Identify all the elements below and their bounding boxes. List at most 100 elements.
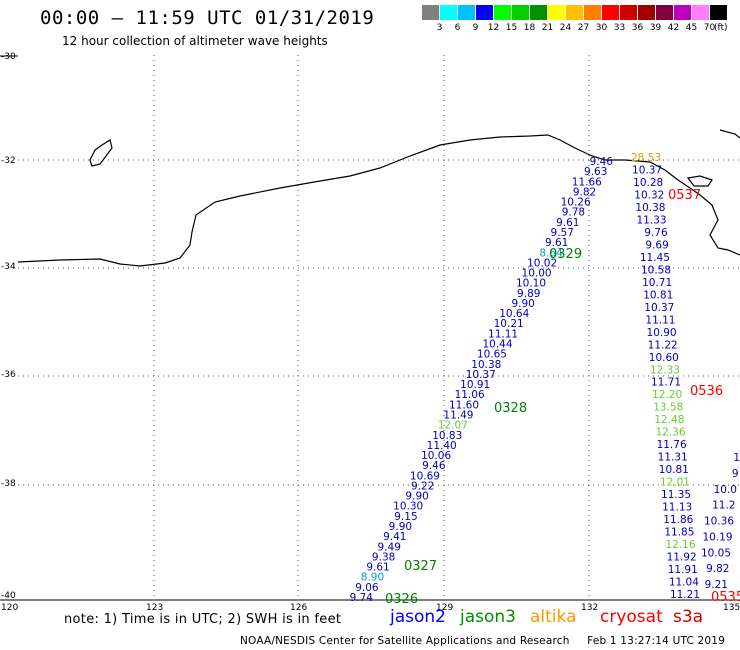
swh-value: 11.11 xyxy=(645,314,675,326)
legend-label: 21 xyxy=(541,23,554,33)
legend-label: 30 xyxy=(595,23,608,33)
swh-value: 11.21 xyxy=(670,589,700,601)
swh-value: 9.82 xyxy=(573,186,596,198)
swh-value: 28.53 xyxy=(631,152,661,164)
legend-label: 36 xyxy=(631,23,644,33)
swh-value: 12.07 xyxy=(438,420,468,432)
legend-label: 12 xyxy=(487,23,500,33)
swh-value: 11.11 xyxy=(488,328,518,340)
swh-value: 11.91 xyxy=(668,564,698,576)
map-subtitle: 12 hour collection of altimeter wave hei… xyxy=(62,34,328,48)
legend-label: 27 xyxy=(577,23,590,33)
sat-legend-jason2: jason2 xyxy=(390,607,446,627)
swh-value: 11.40 xyxy=(427,440,457,452)
swh-value: 10.38 xyxy=(471,359,501,371)
legend-swatch xyxy=(512,5,529,20)
legend-swatch xyxy=(494,5,511,20)
swh-value: 10.19 xyxy=(702,531,732,543)
swh-value: 10.91 xyxy=(460,379,490,391)
swh-value: 12.16 xyxy=(665,539,695,551)
swh-value: 9.89 xyxy=(517,288,540,300)
swh-value: 11.60 xyxy=(449,399,479,411)
swh-value: 10.21 xyxy=(494,318,524,330)
swh-value: 10.06 xyxy=(421,450,451,462)
swh-value: 9.61 xyxy=(545,237,568,249)
swh-value: 12.36 xyxy=(655,427,685,439)
swh-value: 10.64 xyxy=(499,308,529,320)
coastline-australia xyxy=(17,134,740,267)
swh-value: 10.58 xyxy=(641,264,671,276)
legend-label: 33 xyxy=(613,23,626,33)
swh-value: 11.49 xyxy=(443,409,473,421)
swh-value: 12.48 xyxy=(654,414,684,426)
legend-swatch xyxy=(566,5,583,20)
lat-label: -36 xyxy=(1,370,16,380)
legend-unit: (ft) xyxy=(714,23,728,33)
footnote: note: 1) Time is in UTC; 2) SWH is in fe… xyxy=(64,612,342,627)
lat-label: -34 xyxy=(1,262,16,272)
swh-value: 10.90 xyxy=(647,327,677,339)
swh-value: 9.90 xyxy=(405,491,428,503)
swh-value: 10.26 xyxy=(561,197,591,209)
swh-value: 11.92 xyxy=(667,552,697,564)
swh-value: 9.41 xyxy=(383,531,406,543)
swh-value: 11.04 xyxy=(669,577,699,589)
swh-value: 11.85 xyxy=(664,527,694,539)
legend-label: 70 xyxy=(703,23,716,33)
swh-value: 9.78 xyxy=(562,207,585,219)
swh-value: 8.90 xyxy=(361,572,384,584)
legend-swatch xyxy=(602,5,619,20)
swh-value: 10.00 xyxy=(522,268,552,280)
swh-value: 10.71 xyxy=(642,277,672,289)
legend-label: 6 xyxy=(454,23,461,33)
lat-label: -32 xyxy=(1,156,16,166)
legend-swatch xyxy=(692,5,709,20)
swh-value: 9.74 xyxy=(350,592,374,604)
legend-swatch xyxy=(422,5,439,20)
pass-number-label: 0327 xyxy=(404,559,437,574)
legend-swatch xyxy=(458,5,475,20)
legend-swatch xyxy=(674,5,691,20)
lat-label: -38 xyxy=(1,479,16,489)
swh-value: 10.37 xyxy=(644,302,674,314)
swh-value: 10.0 xyxy=(714,484,737,496)
legend-label: 24 xyxy=(559,23,572,33)
sat-legend-altika: altika xyxy=(530,607,577,627)
swh-value: 9.57 xyxy=(551,227,574,239)
pass-number-label: 0326 xyxy=(385,592,418,607)
legend-swatch xyxy=(548,5,565,20)
credit-timestamp: Feb 1 13:27:14 UTC 2019 xyxy=(587,635,726,647)
swh-value: 11.31 xyxy=(658,452,688,464)
legend-label: 9 xyxy=(472,23,479,33)
swh-value: 9 xyxy=(732,468,739,480)
pass-number-label: 0328 xyxy=(494,401,527,416)
lat-label: -40 xyxy=(1,591,16,601)
wave-height-color-legend: (ft) 3 6 9 12 15 18 21 24 27 30 33 36 39 42 45 70 xyxy=(422,5,728,37)
legend-swatch xyxy=(620,5,637,20)
swh-value: 9.22 xyxy=(411,480,434,492)
swh-value: 9.63 xyxy=(584,166,607,178)
swh-value: 10.10 xyxy=(516,278,546,290)
legend-label: 42 xyxy=(667,23,680,33)
map-frame xyxy=(0,55,740,601)
lon-label: 120 xyxy=(1,603,19,613)
credit-organization: NOAA/NESDIS Center for Satellite Applica… xyxy=(240,635,570,647)
swh-value: 11.2 xyxy=(712,500,735,512)
legend-swatch xyxy=(584,5,601,20)
swh-value: 10.30 xyxy=(393,501,423,513)
lon-label: 123 xyxy=(146,603,164,613)
swh-value: 11.86 xyxy=(663,514,693,526)
swh-value: 10.60 xyxy=(649,352,679,364)
swh-value: 11.06 xyxy=(455,389,485,401)
swh-value: 10.69 xyxy=(410,470,440,482)
swh-value: 13.58 xyxy=(653,402,683,414)
swh-value: 10.44 xyxy=(482,339,512,351)
swh-value: 10.81 xyxy=(643,289,673,301)
swh-value: 10.05 xyxy=(701,547,731,559)
coastline-kangaroo-island xyxy=(686,175,713,187)
swh-value: 9.61 xyxy=(366,562,389,574)
swh-value: 10.37 xyxy=(466,369,496,381)
swh-value: 9.90 xyxy=(389,521,412,533)
pass-number-label: 0537 xyxy=(668,188,701,203)
swh-value: 10.83 xyxy=(432,430,462,442)
